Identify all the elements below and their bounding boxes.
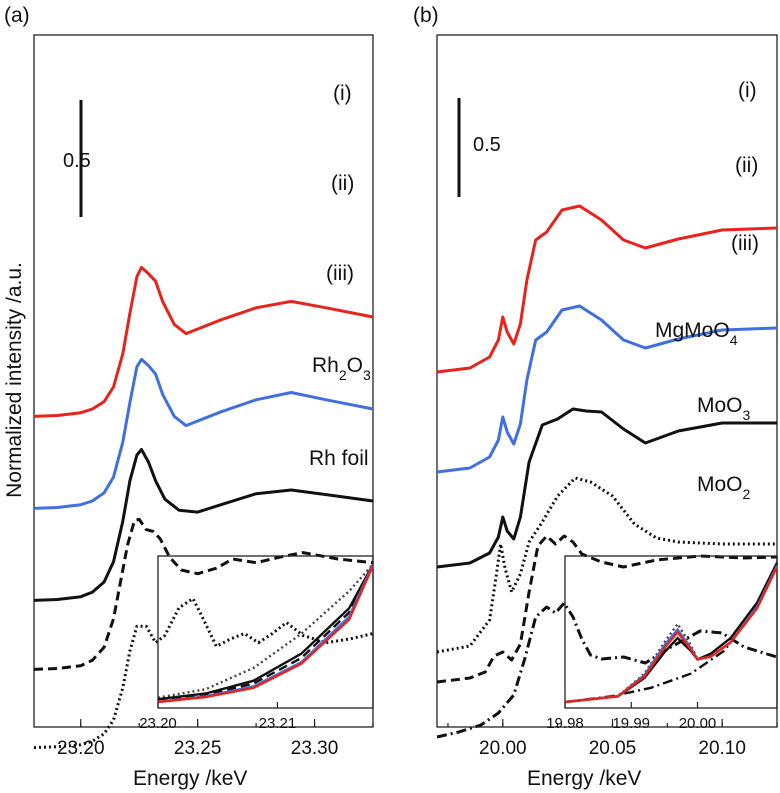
series-label-i: (i) [333,82,352,105]
series-mgmoo4-line [436,476,777,654]
panel-b-curves [436,204,778,739]
series-label-i: (i) [738,79,757,102]
panel-b-inset-frame [564,555,778,709]
panel-a-curves [33,265,374,750]
panel-b-frame [436,34,778,728]
panel-b-x-axis: 20.00 20.05 20.10 [447,719,778,759]
panel-b-inset-x-axis: 19.98 19.99 20.00 [546,702,716,732]
scale-bar-label: 0.5 [473,134,501,156]
panel-b: (b) 0.5 (i) (ii) (iii) MgMoO4 MoO3 MoO2 … [413,4,779,790]
panel-b-inset: 19.98 19.99 20.00 [546,555,779,732]
x-axis-label-b: Energy /keV [527,767,641,790]
scale-bar-label: 0.5 [63,150,91,172]
panel-a-frame [33,34,374,728]
series-moo3-line [436,534,778,684]
series-label-ii: (ii) [331,172,354,195]
inset-x-tick-label: 23.20 [139,715,177,732]
series-label-iii: (iii) [326,262,354,285]
series-label-rh-foil: Rh foil [309,447,369,470]
inset-x-tick-label: 19.99 [612,715,650,732]
series-label-ii: (ii) [735,154,758,177]
panel-a-inset-curves [157,563,375,704]
series-label-rh2o3: Rh2O3 [312,354,371,383]
inset-series-rh-foil-line [157,563,374,699]
panel-a-inset-frame [157,555,374,709]
series-ii-line [436,304,778,474]
panel-a-inset: 23.20 23.21 [139,555,375,732]
panel-b-scale-bar: 0.5 [457,98,501,197]
series-label-moo2: MoO2 [697,473,751,502]
inset-series-i-line [157,565,375,704]
inset-series-rh2o3-line [157,563,375,701]
series-label-moo3: MoO3 [697,394,751,423]
x-tick-label: 20.05 [589,738,637,759]
x-axis-label-a: Energy /keV [133,767,247,790]
inset-series-iii-line [157,563,375,701]
panel-a-label: (a) [4,4,30,27]
inset-x-tick-label: 19.98 [546,715,584,732]
panel-a: (a) 0.5 (i) (ii) (iii) Rh2O3 Rh foil 23.… [3,4,375,790]
series-label-mgmoo4: MgMoO4 [655,319,738,348]
series-i-line [436,204,778,374]
series-rh2o3-line [33,517,374,671]
series-i-line [33,265,374,418]
x-tick-label: 23.30 [291,738,339,759]
panel-b-label: (b) [413,4,439,27]
x-tick-label: 23.20 [57,738,105,759]
series-moo2-line [436,601,778,739]
inset-series-i-line [564,566,779,704]
x-tick-label: 23.25 [174,738,222,759]
inset-x-tick-label: 23.21 [259,715,297,732]
panel-a-inset-x-axis: 23.20 23.21 [139,702,296,732]
panel-b-inset-curves [564,562,779,704]
series-iii-line [436,407,777,569]
series-label-iii: (iii) [731,232,759,255]
series-ii-line [33,357,374,510]
y-axis-label: Normalized intensity /a.u. [3,262,26,498]
panel-a-x-axis: 23.20 23.25 23.30 [57,719,374,759]
x-tick-label: 20.00 [479,738,527,759]
series-iii-line [33,448,374,602]
series-rh-foil-line [33,597,374,750]
x-tick-label: 20.10 [698,738,746,759]
panel-a-scale-bar: 0.5 [63,100,91,217]
inset-x-tick-label: 20.00 [679,715,717,732]
